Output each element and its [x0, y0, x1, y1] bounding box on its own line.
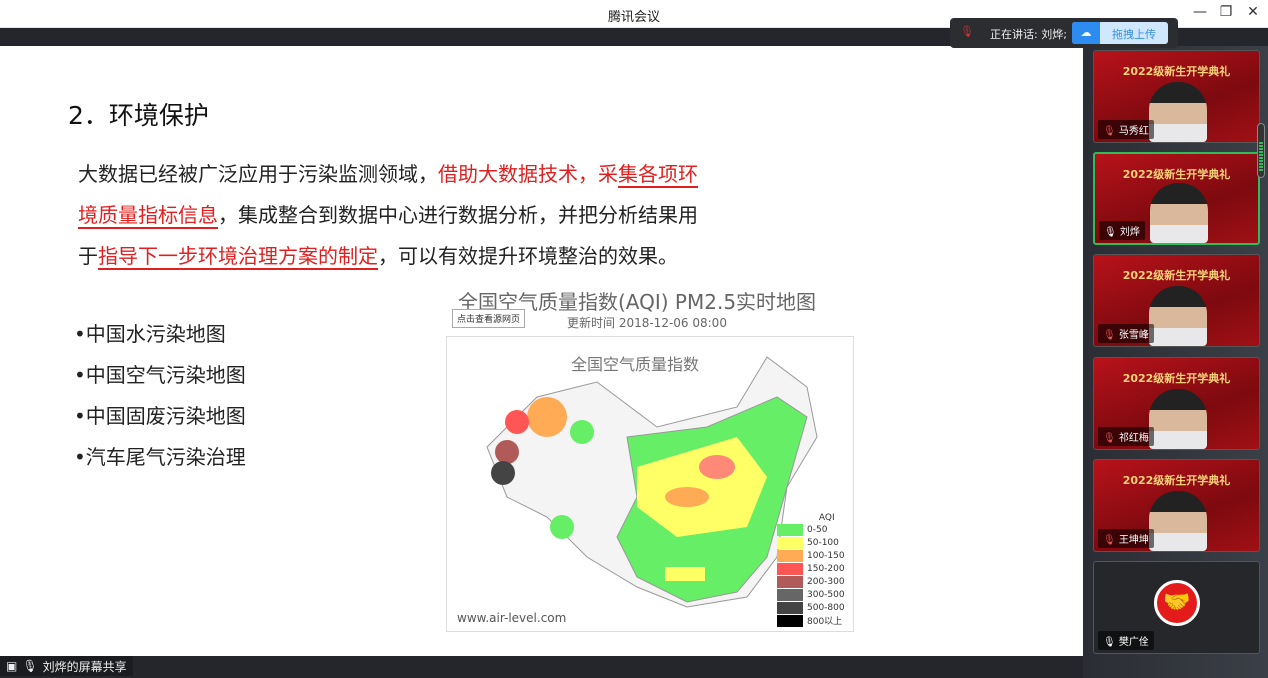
view-source-button[interactable]: 点击查看源网页 — [452, 309, 526, 328]
legend-item: 100-150 — [777, 549, 845, 562]
participant-tile[interactable]: 2022级新生开学典礼 🎙 王坤坤 — [1093, 459, 1260, 552]
window-title: 腾讯会议 — [607, 10, 660, 25]
participant-name: 樊广佺 — [1118, 637, 1149, 648]
legend-swatch — [777, 614, 803, 627]
legend-item: 0-50 — [777, 523, 845, 536]
mic-muted-icon: 🎙 — [1103, 535, 1116, 546]
legend-item: 800以上 — [777, 614, 845, 627]
map-source-site: www.air-level.com — [457, 611, 567, 625]
video-feed — [1149, 491, 1207, 551]
text: ，可以有效提升环境整治的效果。 — [378, 244, 678, 268]
slide-paragraph: 大数据已经被广泛应用于污染监测领域，借助大数据技术，采集各项环境质量指标信息，集… — [78, 154, 698, 277]
participant-name: 马秀红 — [1118, 126, 1149, 137]
participant-name-tag: 🎙 刘烨 — [1099, 221, 1145, 240]
upload-label: 拖拽上传 — [1112, 28, 1156, 41]
banner-text: 2022级新生开学典礼 — [1122, 372, 1231, 385]
legend-item: 50-100 — [777, 536, 845, 549]
participant-name-tag: 🎙 张雪峰 — [1098, 324, 1154, 343]
panel-scrollbar[interactable] — [1257, 123, 1265, 178]
legend-title: AQI — [818, 513, 835, 523]
legend-swatch — [777, 523, 803, 536]
participant-name: 张雪峰 — [1118, 330, 1149, 341]
text: ，集成整合到数据中心进行数据分析，并把分析结果用于 — [78, 203, 698, 268]
video-feed — [1149, 82, 1207, 142]
close-icon[interactable]: ✕ — [1247, 4, 1259, 20]
highlight-text: 集各项环境质量指标信息 — [78, 162, 698, 229]
mic-muted-icon: 🎙 — [1103, 330, 1116, 341]
banner-text: 2022级新生开学典礼 — [1122, 65, 1231, 78]
screen-share-tag: ▣ 🎙 刘烨的屏幕共享 — [0, 656, 133, 676]
mic-icon: 🎙 — [1104, 227, 1117, 238]
aqi-map: 全国空气质量指数 AQI 0-50 50-100 100-150 150-200 200… — [446, 336, 854, 632]
participant-tile[interactable]: 2022级新生开学典礼 🎙 祁红梅 — [1093, 357, 1260, 450]
bullet-item: •汽车尾气污染治理 — [74, 445, 246, 469]
participant-tile[interactable]: 2022级新生开学典礼 🎙 马秀红 — [1093, 50, 1260, 143]
participant-panel: 2022级新生开学典礼 🎙 马秀红 2022级新生开学典礼 🎙 刘烨 2022级新生开学… — [1083, 46, 1268, 678]
legend-item: 200-300 — [777, 575, 845, 588]
upload-button[interactable]: ☁ 拖拽上传 — [1072, 22, 1168, 44]
update-time: 更新时间 2018-12-06 08:00 — [567, 316, 727, 330]
mic-icon: 🎙 — [1103, 637, 1116, 648]
legend-item: 150-200 — [777, 562, 845, 575]
legend-label: 100-150 — [807, 550, 845, 561]
china-map — [486, 356, 818, 608]
screen-icon: ▣ — [6, 659, 18, 673]
participant-tile[interactable]: 2022级新生开学典礼 🎙 张雪峰 — [1093, 254, 1260, 347]
participant-name: 祁红梅 — [1118, 433, 1149, 444]
slide-heading: 2．环境保护 — [68, 101, 209, 130]
legend-swatch — [777, 575, 803, 588]
legend-label: 500-800 — [807, 602, 845, 613]
legend-swatch — [777, 588, 803, 601]
highlight-text: 指导下一步环境治理方案的制定 — [98, 244, 378, 270]
avatar: 🤝 — [1154, 580, 1200, 626]
video-feed — [1149, 286, 1207, 346]
participant-name: 刘烨 — [1119, 227, 1140, 238]
participant-name-tag: 🎙 樊广佺 — [1098, 631, 1154, 650]
restore-icon[interactable]: ❐ — [1219, 4, 1233, 20]
video-feed — [1150, 183, 1208, 243]
aqi-legend: AQI 0-50 50-100 100-150 150-200 200-300 300-5… — [777, 513, 845, 627]
participant-tile[interactable]: 2022级新生开学典礼 🎙 刘烨 — [1093, 152, 1260, 245]
text: 大数据已经被广泛应用于污染监测领域， — [78, 162, 438, 186]
banner-text: 2022级新生开学典礼 — [1122, 269, 1231, 282]
legend-label: 200-300 — [807, 576, 845, 587]
legend-swatch — [777, 549, 803, 562]
banner-text: 2022级新生开学典礼 — [1122, 168, 1231, 181]
mic-muted-icon: 🎙 — [960, 25, 974, 38]
participant-name-tag: 🎙 马秀红 — [1098, 120, 1154, 139]
participant-name: 王坤坤 — [1118, 535, 1149, 546]
legend-item: 300-500 — [777, 588, 845, 601]
legend-swatch — [777, 562, 803, 575]
legend-label: 50-100 — [807, 537, 839, 548]
participant-name-tag: 🎙 祁红梅 — [1098, 427, 1154, 446]
banner-text: 2022级新生开学典礼 — [1122, 474, 1231, 487]
map-inner-title: 全国空气质量指数 — [571, 355, 700, 374]
share-label: 刘烨的屏幕共享 — [42, 659, 127, 674]
speaking-indicator: 🎙 正在讲话: 刘烨; ☁ 拖拽上传 — [950, 18, 1178, 48]
minimize-icon[interactable]: — — [1193, 4, 1207, 20]
legend-swatch — [777, 536, 803, 549]
legend-label: 150-200 — [807, 563, 845, 574]
title-bar: 腾讯会议 — ❐ ✕ — [0, 0, 1268, 28]
participant-tile[interactable]: 🤝 🎙 樊广佺 — [1093, 561, 1260, 654]
bottom-bar — [0, 656, 1083, 678]
bullet-item: •中国水污染地图 — [74, 322, 226, 346]
highlight-text: 借助大数据技术，采 — [438, 162, 618, 186]
speaking-label: 正在讲话: 刘烨; — [990, 28, 1067, 41]
participant-name-tag: 🎙 王坤坤 — [1098, 529, 1154, 548]
bullet-list: •中国水污染地图 •中国空气污染地图 •中国固废污染地图 •汽车尾气污染治理 — [74, 314, 246, 478]
legend-label: 0-50 — [807, 524, 828, 535]
legend-label: 800以上 — [807, 617, 843, 627]
video-feed — [1149, 389, 1207, 449]
legend-item: 500-800 — [777, 601, 845, 614]
bullet-item: •中国空气污染地图 — [74, 363, 246, 387]
shared-screen: 2．环境保护 大数据已经被广泛应用于污染监测领域，借助大数据技术，采集各项环境质… — [0, 46, 1083, 656]
legend-label: 300-500 — [807, 589, 845, 600]
legend-swatch — [777, 601, 803, 614]
mic-muted-icon: 🎙 — [1103, 433, 1116, 444]
mic-icon: 🎙 — [22, 659, 38, 673]
cloud-icon: ☁ — [1072, 22, 1100, 44]
bullet-item: •中国固废污染地图 — [74, 404, 246, 428]
mic-muted-icon: 🎙 — [1103, 126, 1116, 137]
